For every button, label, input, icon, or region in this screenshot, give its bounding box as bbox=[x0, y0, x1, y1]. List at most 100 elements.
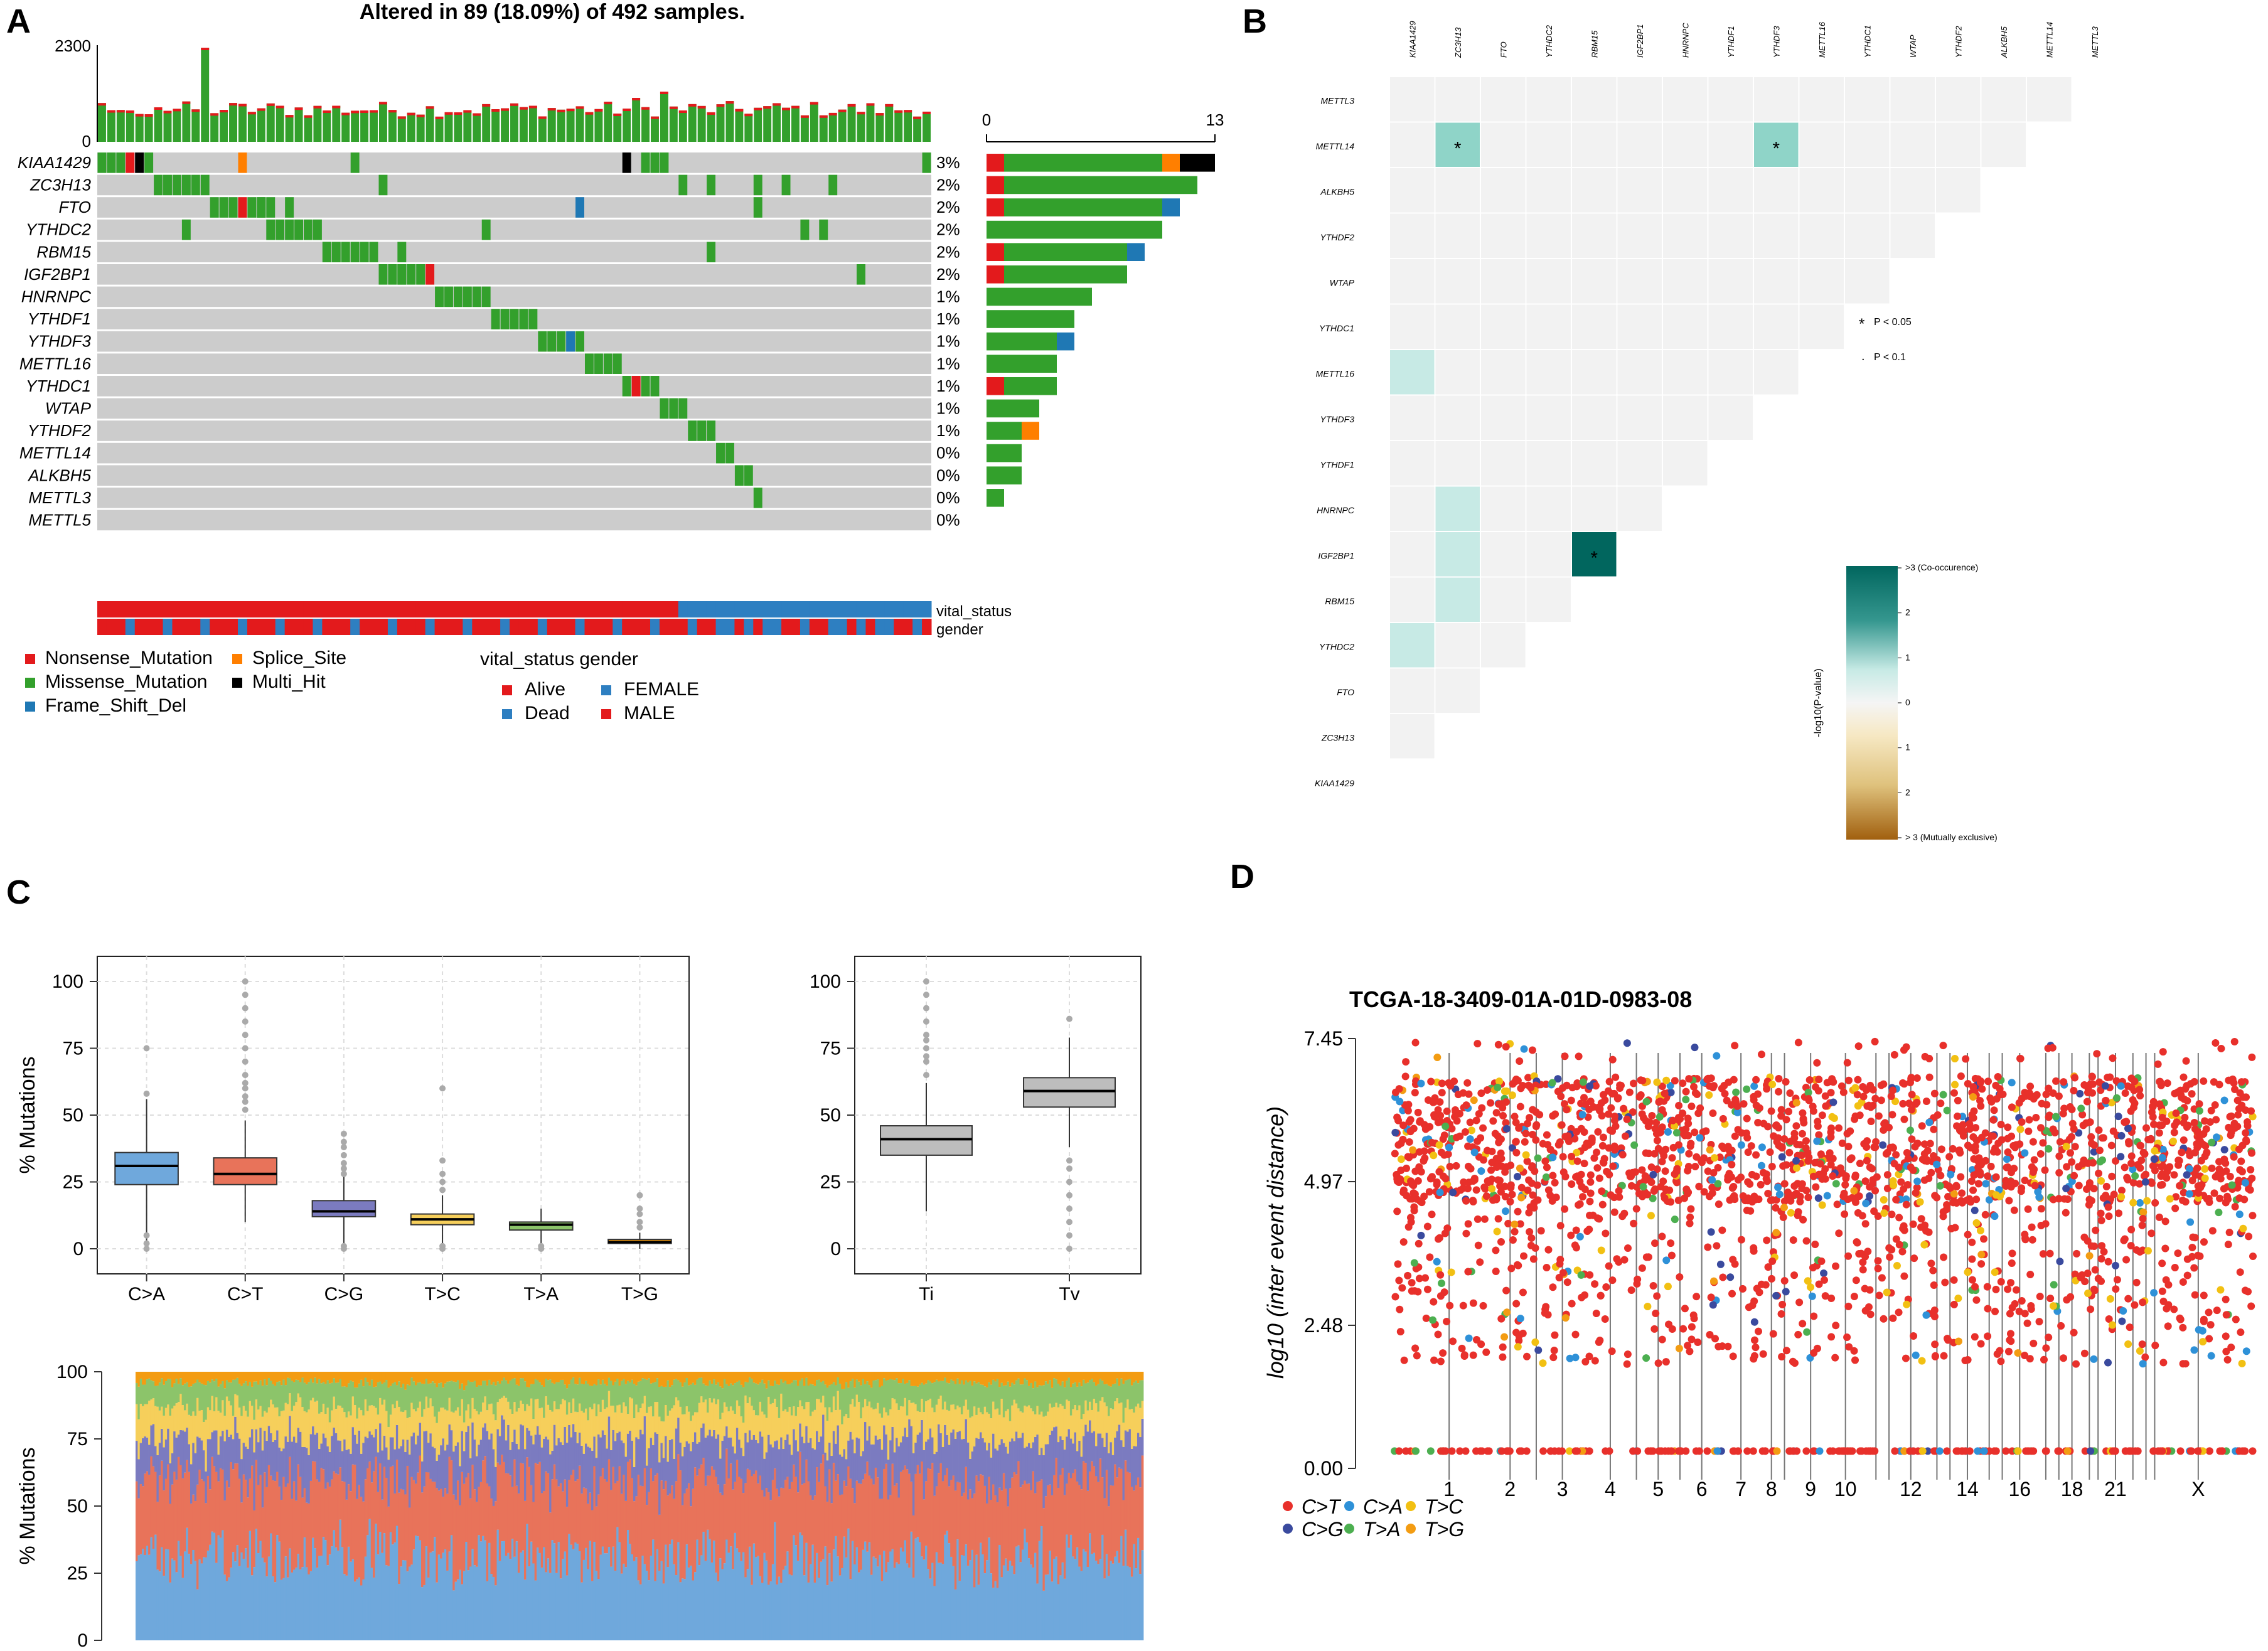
stack-seg bbox=[1038, 1455, 1041, 1482]
matrix-cell bbox=[828, 174, 838, 196]
stack-seg bbox=[320, 1372, 323, 1384]
gene-percent: 1% bbox=[936, 377, 960, 395]
stack-seg bbox=[314, 1435, 317, 1462]
stack-seg bbox=[990, 1457, 993, 1500]
gene-bar-segment bbox=[987, 154, 1004, 172]
stack-seg bbox=[721, 1495, 724, 1569]
stack-seg bbox=[370, 1405, 373, 1435]
stack-seg bbox=[654, 1402, 657, 1433]
gender-cell bbox=[809, 619, 820, 635]
stack-seg bbox=[591, 1372, 594, 1386]
interaction-row-label: YTHDC2 bbox=[1319, 642, 1354, 652]
stack-seg bbox=[1072, 1372, 1074, 1384]
stack-seg bbox=[557, 1542, 560, 1640]
stack-seg bbox=[444, 1372, 447, 1384]
stack-seg bbox=[454, 1372, 457, 1382]
stack-seg bbox=[163, 1447, 166, 1491]
gene-bar-segment bbox=[1004, 198, 1162, 216]
stack-seg bbox=[643, 1379, 646, 1396]
stack-seg bbox=[419, 1401, 422, 1423]
stack-seg bbox=[299, 1431, 302, 1477]
stack-seg bbox=[136, 1382, 138, 1404]
rain-point bbox=[1593, 1164, 1602, 1172]
stack-seg bbox=[838, 1409, 842, 1455]
stack-seg bbox=[853, 1406, 857, 1453]
stack-seg bbox=[437, 1411, 441, 1455]
stack-seg bbox=[297, 1554, 300, 1640]
stack-seg bbox=[629, 1372, 632, 1383]
stack-seg bbox=[732, 1372, 734, 1386]
stack-seg bbox=[272, 1480, 275, 1577]
stack-seg bbox=[1111, 1409, 1115, 1455]
stack-seg bbox=[1024, 1378, 1027, 1406]
stack-seg bbox=[322, 1469, 325, 1537]
interaction-star: * bbox=[1454, 139, 1462, 159]
rain-point bbox=[1703, 1447, 1711, 1455]
tmb-bar bbox=[604, 102, 612, 142]
stack-seg bbox=[251, 1429, 254, 1466]
x-tick-label: C>G bbox=[324, 1284, 364, 1305]
stack-seg bbox=[996, 1588, 999, 1640]
stack-seg bbox=[545, 1471, 548, 1573]
stack-seg bbox=[469, 1498, 472, 1567]
stack-seg bbox=[761, 1583, 764, 1640]
gene-percent: 0% bbox=[936, 488, 960, 507]
stack-seg bbox=[1027, 1558, 1030, 1640]
stack-seg bbox=[148, 1475, 151, 1555]
interaction-cell bbox=[1663, 213, 1708, 258]
stack-seg bbox=[816, 1372, 818, 1381]
interaction-cell bbox=[1435, 213, 1480, 258]
stack-seg bbox=[1059, 1575, 1062, 1640]
stack-seg bbox=[635, 1404, 638, 1438]
interaction-cell bbox=[1708, 122, 1753, 167]
stack-seg bbox=[408, 1372, 411, 1386]
stack-seg bbox=[267, 1426, 270, 1465]
y-tick-label: 25 bbox=[63, 1172, 83, 1193]
interaction-cell bbox=[1845, 259, 1890, 304]
matrix-cell bbox=[313, 219, 322, 240]
stack-seg bbox=[1080, 1386, 1083, 1419]
stack-seg bbox=[350, 1561, 353, 1640]
outlier-point bbox=[242, 1045, 249, 1052]
stack-seg bbox=[896, 1438, 898, 1483]
matrix-cell bbox=[378, 264, 388, 285]
stack-seg bbox=[423, 1409, 426, 1431]
stack-seg bbox=[1105, 1384, 1108, 1407]
stack-seg bbox=[994, 1381, 997, 1410]
rain-point bbox=[1436, 1357, 1445, 1365]
stack-seg bbox=[626, 1461, 629, 1531]
stack-seg bbox=[167, 1549, 169, 1640]
stack-seg bbox=[855, 1547, 859, 1640]
stack-seg bbox=[687, 1443, 690, 1483]
stack-seg bbox=[1061, 1440, 1064, 1468]
stack-seg bbox=[835, 1410, 837, 1444]
stack-seg bbox=[299, 1569, 302, 1640]
stack-seg bbox=[918, 1473, 921, 1542]
gender-cell bbox=[434, 619, 445, 635]
stack-seg bbox=[960, 1380, 963, 1414]
stack-seg bbox=[748, 1430, 751, 1470]
tmb-bar-top bbox=[585, 112, 594, 115]
stack-seg bbox=[284, 1556, 287, 1640]
stack-seg bbox=[681, 1578, 684, 1640]
stack-seg bbox=[849, 1478, 852, 1579]
stack-seg bbox=[616, 1372, 619, 1379]
rain-point bbox=[1833, 1200, 1841, 1209]
stack-seg bbox=[853, 1503, 857, 1565]
stack-seg bbox=[648, 1378, 651, 1407]
stack-seg bbox=[389, 1437, 392, 1467]
stack-seg bbox=[746, 1442, 749, 1469]
stack-seg bbox=[616, 1480, 619, 1527]
mutation-matrix bbox=[97, 152, 931, 531]
rain-point bbox=[2006, 1310, 2014, 1318]
stack-seg bbox=[990, 1500, 993, 1574]
rain-point bbox=[1438, 1279, 1446, 1287]
stack-seg bbox=[896, 1562, 898, 1640]
rain-point bbox=[2234, 1111, 2242, 1119]
stack-seg bbox=[446, 1410, 449, 1445]
stack-seg bbox=[687, 1483, 690, 1568]
stack-seg bbox=[803, 1386, 806, 1409]
stack-seg bbox=[658, 1372, 661, 1387]
tmb-bar bbox=[173, 109, 181, 142]
stack-seg bbox=[534, 1435, 537, 1463]
